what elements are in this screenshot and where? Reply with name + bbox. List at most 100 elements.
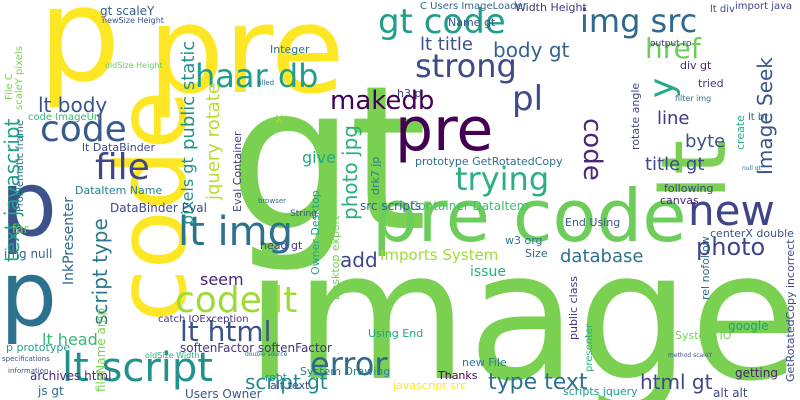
word-archives-html: archives html <box>30 369 112 383</box>
word-pre-code: pre code <box>372 174 687 258</box>
word-c-users-imageloader: C Users ImageLoader <box>420 1 527 12</box>
word-lt-title: lt title <box>420 34 473 55</box>
word-dataitem-name: DataItem Name <box>75 184 163 197</box>
word-thanks: Thanks <box>438 369 478 382</box>
word-using-end: Using End <box>368 327 424 340</box>
word-div-gt: div gt <box>680 59 712 72</box>
word-alt-alt: alt alt <box>713 386 748 400</box>
word-lt-html: lt html <box>180 315 272 348</box>
word-pre-purple: pre <box>395 95 494 165</box>
word-p-prototype: p prototype <box>6 341 71 354</box>
word-alt-text: alt text <box>270 379 310 392</box>
word-newsize-height: newSize Height <box>102 16 164 25</box>
word-getrotatedcopy-incorrect: GetRotatedCopy incorrect <box>784 239 797 382</box>
word-filled: filled <box>257 79 275 87</box>
word-getting: getting <box>735 366 778 380</box>
word-lt-img: lt img <box>178 209 293 255</box>
word-scripts-jquery: scripts jquery <box>563 385 638 398</box>
word-lt-body: lt body <box>38 93 108 117</box>
word-pl: pl <box>512 79 544 119</box>
word-lt-br: lt br <box>748 112 769 123</box>
word-integer: Integer <box>270 43 310 56</box>
word-javascript-src: javascript src <box>393 379 467 392</box>
word-rotate-angle: rotate angle <box>629 82 642 150</box>
word-href: href <box>645 32 701 65</box>
word-script-gt: script gt <box>245 370 328 394</box>
word-p-blue-2: p <box>0 242 58 347</box>
word-code-purple: code <box>577 118 607 181</box>
word-new-file: new File <box>462 356 507 369</box>
word-add: add <box>340 248 378 272</box>
word-lt-div: lt div <box>710 4 735 15</box>
word-create: create <box>734 115 747 150</box>
word-scaley-pixels: scaleY pixels <box>14 46 25 110</box>
word-pre-yellow: pre <box>148 0 345 121</box>
word-type-text: type text <box>488 370 588 395</box>
word-inkpresenter: InkPresenter <box>61 196 77 285</box>
word-imports-system: Imports System <box>380 246 499 264</box>
word-string: String <box>290 209 317 219</box>
word-size: Size <box>525 247 548 260</box>
word-byte: byte <box>685 131 726 152</box>
word-code-imageurl: code ImageUrl <box>28 112 101 123</box>
word-lt-head: lt head <box>42 330 98 349</box>
word-image: image <box>245 213 800 400</box>
word-title-gt: title gt <box>645 154 705 175</box>
word-rel-nofollow: rel nofollow <box>699 236 712 300</box>
word-filter-img: filter img <box>675 94 712 103</box>
word-x: x <box>275 111 284 127</box>
word-browser: browser <box>258 197 287 205</box>
word-strong: strong <box>415 47 517 85</box>
word-oldsize-height: oldSize Height <box>105 61 163 70</box>
word-file: file <box>95 147 150 188</box>
word-google: google <box>728 319 769 333</box>
word-filename-amp: fileName amp <box>94 307 108 392</box>
word-makedb: makedb <box>330 86 435 116</box>
word-name-gt: Name gt <box>448 16 496 29</box>
word-databinder-eval: DataBinder Eval <box>110 201 207 215</box>
word-public-static: public static <box>178 40 199 150</box>
word-specifications: specifications <box>2 355 50 363</box>
word-width-height: Width Height <box>515 1 587 14</box>
word-photo-jpg: photo jpg <box>338 125 362 220</box>
word-tried: tried <box>698 77 724 90</box>
word-information: information <box>8 367 49 375</box>
word-drk7-jp: drk7 jp <box>369 156 382 195</box>
word-lt-script: lt script <box>62 345 213 391</box>
word-presenter: presenter <box>584 323 595 372</box>
word-code-lt: code lt <box>175 280 298 321</box>
word-centerx-double: centerX double <box>710 227 794 240</box>
word-y: y <box>642 77 682 98</box>
word-import-java: import java <box>735 1 793 12</box>
word-issue: issue <box>470 264 506 280</box>
word-haar-db: haar db <box>195 57 319 95</box>
word-root: root <box>265 371 288 384</box>
word-method-scaley: method scaleY <box>668 352 713 359</box>
word-h3-p: h3 p <box>397 87 422 100</box>
word-js-gt: js gt <box>38 384 64 398</box>
word-jquery-rotate: jquery rotate <box>203 83 224 200</box>
word-null-gt: null gt <box>742 165 762 172</box>
word-end-using: End Using <box>565 216 621 229</box>
word-new: new <box>688 186 775 235</box>
word-output-ro: output ro <box>650 39 692 49</box>
word-prototype: prototype GetRotatedCopy <box>415 155 563 168</box>
word-container-dataitem: Container DataItem <box>410 199 529 213</box>
word-w3-org: w3 org <box>505 234 543 247</box>
word-body-gt: body gt <box>493 38 570 62</box>
word-gt: gt <box>228 43 427 276</box>
word-p-yellow: p <box>38 0 121 111</box>
word-head-gt: head gt <box>260 239 303 252</box>
word-database: database <box>560 246 644 267</box>
word-html-gt: html gt <box>640 370 713 394</box>
word-problematic-frame: Problematic frame <box>15 119 26 212</box>
word-users-owner: Users Owner <box>185 387 262 400</box>
word-public-class: public class <box>567 276 580 340</box>
word-gt-code: gt code <box>378 2 506 42</box>
word-img-src: img src <box>580 2 698 40</box>
word-catch-ioexception: catch IOException <box>158 314 249 325</box>
word-following: following <box>664 182 714 195</box>
word-line: line <box>657 108 690 129</box>
word-p-blue: p <box>0 152 58 257</box>
